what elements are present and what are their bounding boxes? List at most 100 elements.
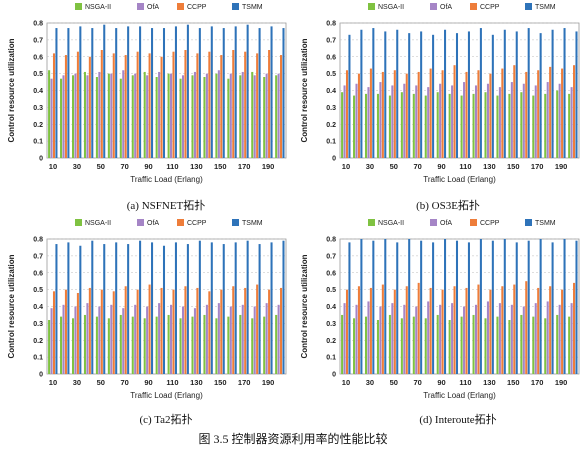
bar-nsga-ii bbox=[191, 75, 194, 158]
bar-nsga-ii bbox=[167, 73, 170, 159]
x-axis-title: Traffic Load (Erlang) bbox=[423, 391, 496, 400]
bar-nsga-ii bbox=[119, 314, 122, 374]
bar-tsmm bbox=[479, 28, 482, 159]
bar-ofa bbox=[50, 78, 53, 158]
x-tick-label: 150 bbox=[507, 378, 520, 387]
bar-nsga-ii bbox=[155, 316, 158, 375]
bar-tsmm bbox=[348, 242, 351, 375]
y-tick-label: 0.5 bbox=[33, 71, 43, 78]
bar-nsga-ii bbox=[520, 92, 523, 158]
legend-swatch bbox=[75, 3, 82, 10]
bar-ofa bbox=[62, 75, 65, 158]
bar-tsmm bbox=[396, 29, 399, 158]
bar-nsga-ii bbox=[60, 78, 63, 158]
bar-nsga-ii bbox=[496, 316, 499, 375]
x-tick-label: 110 bbox=[166, 378, 178, 387]
bar-ccpp bbox=[196, 53, 199, 158]
bar-nsga-ii bbox=[215, 318, 218, 374]
bar-ofa bbox=[217, 303, 220, 374]
bar-nsga-ii bbox=[508, 320, 511, 374]
y-tick-label: 0.7 bbox=[326, 37, 336, 44]
bar-tsmm bbox=[348, 34, 351, 159]
bar-tsmm bbox=[396, 242, 399, 375]
bar-nsga-ii bbox=[60, 316, 63, 375]
bar-tsmm bbox=[91, 240, 94, 374]
bar-ccpp bbox=[453, 286, 456, 374]
bar-ofa bbox=[474, 85, 478, 158]
bar-ccpp bbox=[268, 289, 271, 375]
bar-tsmm bbox=[372, 240, 375, 374]
bar-ofa bbox=[265, 73, 268, 159]
y-axis-title: Control resource utilization bbox=[300, 254, 309, 358]
bar-ccpp bbox=[100, 50, 103, 158]
bar-ofa bbox=[546, 301, 549, 374]
bar-nsga-ii bbox=[436, 314, 439, 374]
bar-ccpp bbox=[357, 73, 360, 159]
bar-nsga-ii bbox=[263, 77, 266, 158]
legend-swatch bbox=[137, 219, 144, 226]
y-tick-label: 0.7 bbox=[33, 37, 43, 44]
legend-label: OfA bbox=[440, 4, 452, 11]
x-tick-label: 50 bbox=[97, 378, 105, 387]
bar-ofa bbox=[277, 304, 280, 374]
bar-ccpp bbox=[124, 55, 127, 159]
caption-b: (b) OS3E拓扑 bbox=[416, 200, 480, 212]
y-tick-label: 0.4 bbox=[33, 304, 43, 311]
bar-nsga-ii bbox=[191, 316, 194, 375]
y-tick-label: 0.6 bbox=[326, 270, 336, 277]
bar-ccpp bbox=[88, 287, 91, 374]
y-tick-label: 0.3 bbox=[326, 321, 336, 328]
y-tick-label: 0.5 bbox=[326, 71, 336, 78]
legend-label: OfA bbox=[440, 220, 452, 227]
x-tick-label: 150 bbox=[507, 162, 520, 171]
x-tick-label: 10 bbox=[49, 162, 57, 171]
bar-ofa bbox=[241, 71, 244, 158]
bar-tsmm bbox=[491, 240, 494, 374]
bar-tsmm bbox=[515, 31, 518, 158]
x-tick-label: 50 bbox=[390, 162, 398, 171]
bar-tsmm bbox=[384, 239, 387, 374]
bar-ofa bbox=[122, 308, 125, 374]
bar-ccpp bbox=[465, 287, 468, 374]
bar-tsmm bbox=[420, 31, 423, 158]
y-tick-label: 0.6 bbox=[326, 54, 336, 61]
bar-ccpp bbox=[501, 68, 504, 158]
x-tick-label: 150 bbox=[214, 378, 227, 387]
bar-nsga-ii bbox=[472, 93, 475, 159]
bar-ofa bbox=[181, 75, 185, 158]
bar-ofa bbox=[134, 304, 137, 374]
bar-ofa bbox=[181, 306, 185, 374]
bar-nsga-ii bbox=[353, 95, 356, 158]
legend-label: CCPP bbox=[480, 220, 500, 227]
bar-nsga-ii bbox=[48, 70, 51, 158]
bar-ccpp bbox=[501, 286, 504, 374]
plot-area bbox=[46, 238, 287, 375]
bar-ofa bbox=[570, 303, 573, 374]
bar-ofa bbox=[343, 85, 346, 158]
legend-label: CCPP bbox=[187, 220, 207, 227]
y-tick-label: 0.1 bbox=[33, 355, 43, 362]
bar-ofa bbox=[229, 73, 232, 159]
bar-ofa bbox=[193, 308, 196, 374]
x-tick-label: 90 bbox=[144, 378, 152, 387]
x-tick-label: 10 bbox=[342, 162, 350, 171]
bar-ccpp bbox=[369, 287, 372, 374]
bar-tsmm bbox=[246, 240, 249, 374]
bar-ofa bbox=[98, 71, 101, 158]
bar-nsga-ii bbox=[341, 314, 344, 374]
x-tick-label: 130 bbox=[483, 162, 496, 171]
bar-nsga-ii bbox=[484, 318, 487, 374]
bar-ccpp bbox=[112, 53, 115, 158]
bar-ccpp bbox=[172, 289, 175, 375]
bar-ofa bbox=[50, 308, 53, 374]
bar-ccpp bbox=[256, 53, 259, 158]
y-axis-title: Control resource utilization bbox=[7, 38, 16, 142]
y-tick-label: 0 bbox=[332, 372, 336, 379]
bar-ofa bbox=[122, 70, 125, 158]
bar-ccpp bbox=[405, 73, 408, 159]
bar-ccpp bbox=[136, 51, 139, 158]
bar-nsga-ii bbox=[143, 71, 146, 158]
bar-ccpp bbox=[184, 286, 187, 374]
bar-ccpp bbox=[244, 287, 247, 374]
